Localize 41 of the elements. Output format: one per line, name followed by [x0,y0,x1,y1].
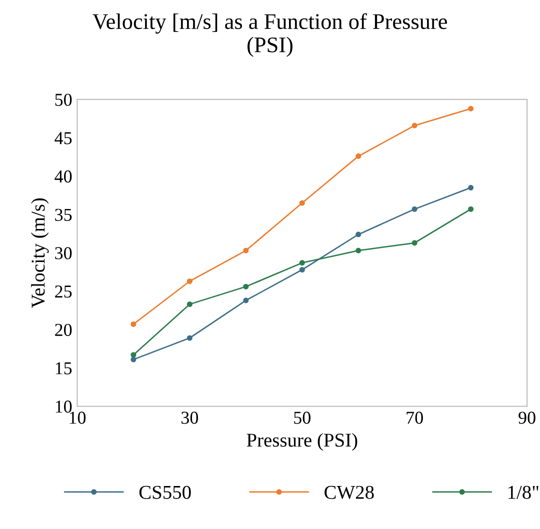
point [356,153,362,159]
x-tick-label: 90 [518,412,536,424]
point [356,232,362,238]
point [412,122,418,128]
legend-label: CS550 [139,486,191,499]
chart-title: Velocity [m/s] as a Function of Pressure (PSI) [92,13,447,57]
y-tick-label: 45 [54,132,72,144]
point [468,106,474,112]
point [186,335,192,341]
point [186,278,192,284]
point [299,266,305,273]
point [468,206,474,212]
x-tick-label: 30 [182,412,198,424]
point [243,284,249,290]
point [356,248,362,254]
x-tick-label: 50 [294,412,310,424]
y-tick-label: 30 [55,247,72,260]
y-tick-label: 40 [54,170,72,183]
legend-label: CW28 [324,486,374,500]
y-tick-label: 35 [55,208,72,221]
y-tick-label: 10 [56,400,72,413]
point [130,356,136,362]
point [299,260,305,266]
point [468,184,474,190]
legend-label: 1/8" [508,486,538,499]
point [186,301,192,308]
point [130,352,136,358]
point [412,206,418,212]
point [130,321,136,327]
point [412,240,418,246]
point [243,248,249,254]
x-axis-title: Pressure (PSI) [246,433,358,451]
y-tick-label: 15 [56,362,72,374]
y-tick-label: 50 [55,94,72,106]
y-tick-label: 20 [55,324,72,336]
point [299,200,305,206]
y-tick-label: 25 [55,286,72,298]
x-tick-label: 10 [70,412,86,424]
x-tick-label: 70 [406,412,423,424]
y-axis-title: Velocity (m/s) [31,198,49,308]
point [243,298,249,304]
